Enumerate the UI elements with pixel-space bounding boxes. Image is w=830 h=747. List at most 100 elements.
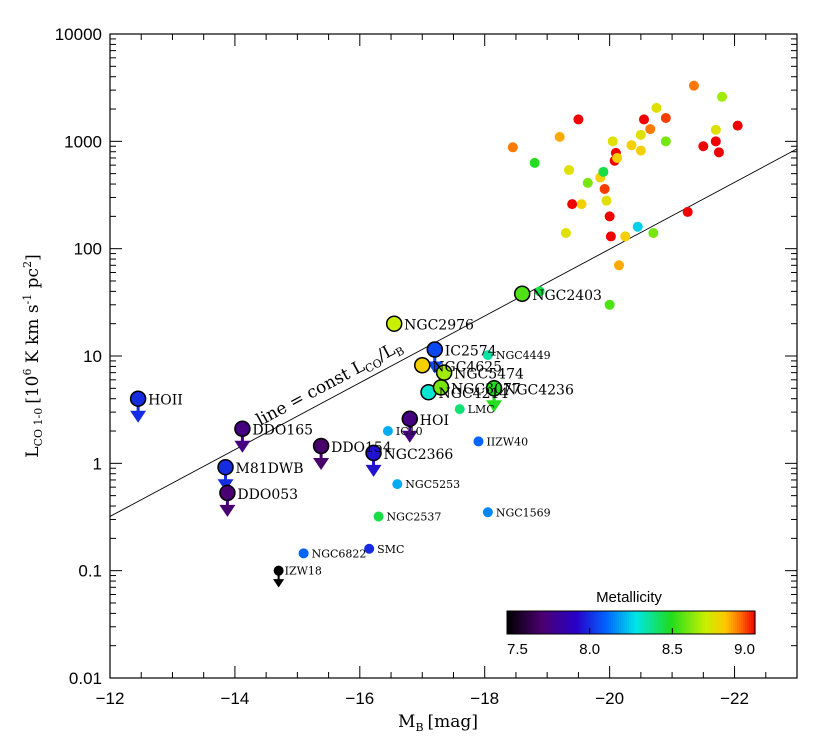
colorbar-segment: [651, 611, 654, 634]
colorbar-segment: [641, 611, 644, 634]
data-point: [710, 136, 721, 147]
point-label: NGC4449: [496, 349, 551, 362]
colorbar-segment: [689, 611, 692, 634]
colorbar-segment: [657, 611, 660, 634]
colorbar-segment: [513, 611, 516, 634]
colorbar-segment: [627, 611, 630, 634]
data-point: [635, 145, 646, 156]
colorbar-segment: [721, 611, 724, 634]
colorbar-segment: [623, 611, 626, 634]
colorbar-segment: [697, 611, 700, 634]
colorbar-segment: [519, 611, 522, 634]
colorbar-tick-label: 7.5: [507, 641, 528, 658]
labeled-data-point: [129, 390, 147, 407]
colorbar-segment: [571, 611, 574, 634]
colorbar-segment: [719, 611, 722, 634]
upper-limit-arrow-head: [486, 400, 503, 413]
colorbar-tick-label: 8.0: [579, 641, 600, 658]
reference-line: [109, 148, 798, 517]
upper-limit-arrow-head: [273, 579, 285, 588]
upper-limit-arrow-head: [313, 458, 330, 471]
colorbar-segment: [669, 611, 672, 634]
point-label: IZW18: [285, 565, 322, 578]
colorbar-segment: [681, 611, 684, 634]
colorbar-segment: [553, 611, 556, 634]
y-axis-title-unit-post: ]: [23, 254, 43, 261]
labeled-data-point: [234, 420, 251, 437]
colorbar-segment: [547, 611, 550, 634]
colorbar-segment: [603, 611, 606, 634]
data-point: [604, 299, 615, 310]
data-point: [717, 91, 728, 102]
colorbar-segment: [561, 611, 564, 634]
y-axis-title-unit-mid: K km s: [23, 304, 43, 368]
colorbar-segment: [635, 611, 638, 634]
colorbar-segment: [747, 611, 750, 634]
data-point: [605, 231, 616, 242]
axis-ticks: −12 −14 −16 −18 −20 −22 0.01 0.1 1 10 100 1000 10000: [55, 25, 797, 708]
colorbar-segment: [693, 611, 696, 634]
colorbar-segment: [685, 611, 688, 634]
y-tick-label: 1: [93, 454, 102, 473]
x-tick-label: −22: [720, 689, 749, 708]
colorbar-segment: [587, 611, 590, 634]
x-axis-title-main: M: [398, 712, 415, 732]
colorbar-segment: [585, 611, 588, 634]
colorbar-segment: [621, 611, 624, 634]
data-point: [648, 227, 659, 238]
colorbar-segment: [713, 611, 716, 634]
colorbar-segment: [743, 611, 746, 634]
colorbar-segment: [577, 611, 580, 634]
colorbar-segment: [745, 611, 748, 634]
y-tick-label: 100: [74, 240, 102, 259]
colorbar-segment: [637, 611, 640, 634]
point-label: IC10: [396, 425, 423, 438]
colorbar-segment: [557, 611, 560, 634]
line-label-pre: line = const L: [253, 356, 368, 430]
labeled-data-point: [382, 426, 393, 437]
colorbar-segment: [613, 611, 616, 634]
data-point: [604, 211, 615, 222]
labeled-data-point: [217, 458, 234, 476]
point-label: IIZW40: [486, 435, 528, 448]
labeled-data-point: [385, 315, 403, 332]
point-label: NGC4214: [439, 386, 509, 402]
data-point: [507, 142, 518, 153]
colorbar-segment: [703, 611, 706, 634]
colorbar-segment: [521, 611, 524, 634]
labeled-data-point: [364, 543, 375, 554]
y-axis-title: LCO 1-0 [106 K km s-1 pc2]: [21, 254, 45, 457]
colorbar-segment: [595, 611, 598, 634]
y-tick-label: 0.01: [69, 669, 102, 688]
labeled-data-point: [373, 511, 384, 522]
colorbar-segment: [525, 611, 528, 634]
labeled-data-point: [392, 479, 403, 490]
colorbar-tick-label: 8.5: [662, 641, 683, 658]
reference-line-label: line = const LCO/LB: [253, 336, 407, 432]
colorbar-segment: [535, 611, 538, 634]
colorbar-segment: [707, 611, 710, 634]
colorbar-segment: [691, 611, 694, 634]
y-axis-title-exp2: -1: [21, 294, 34, 305]
colorbar-segment: [653, 611, 656, 634]
colorbar-segment: [555, 611, 558, 634]
labeled-data-point: [482, 507, 493, 518]
colorbar-segment: [591, 611, 594, 634]
colorbar-segment: [677, 611, 680, 634]
data-point: [599, 183, 610, 194]
labeled-data-point: [401, 410, 419, 428]
x-tick-label: −14: [220, 689, 249, 708]
data-point: [582, 177, 593, 188]
colorbar-segment: [661, 611, 664, 634]
y-tick-label: 0.1: [78, 562, 102, 581]
colorbar-segment: [563, 611, 566, 634]
colorbar-segment: [551, 611, 554, 634]
data-point: [688, 80, 699, 91]
colorbar-segment: [679, 611, 682, 634]
colorbar-segment: [751, 611, 754, 634]
colorbar-segment: [531, 611, 534, 634]
labeled-data-point: [414, 357, 431, 374]
data-point: [534, 286, 545, 297]
point-label: NGC5474: [454, 367, 524, 383]
